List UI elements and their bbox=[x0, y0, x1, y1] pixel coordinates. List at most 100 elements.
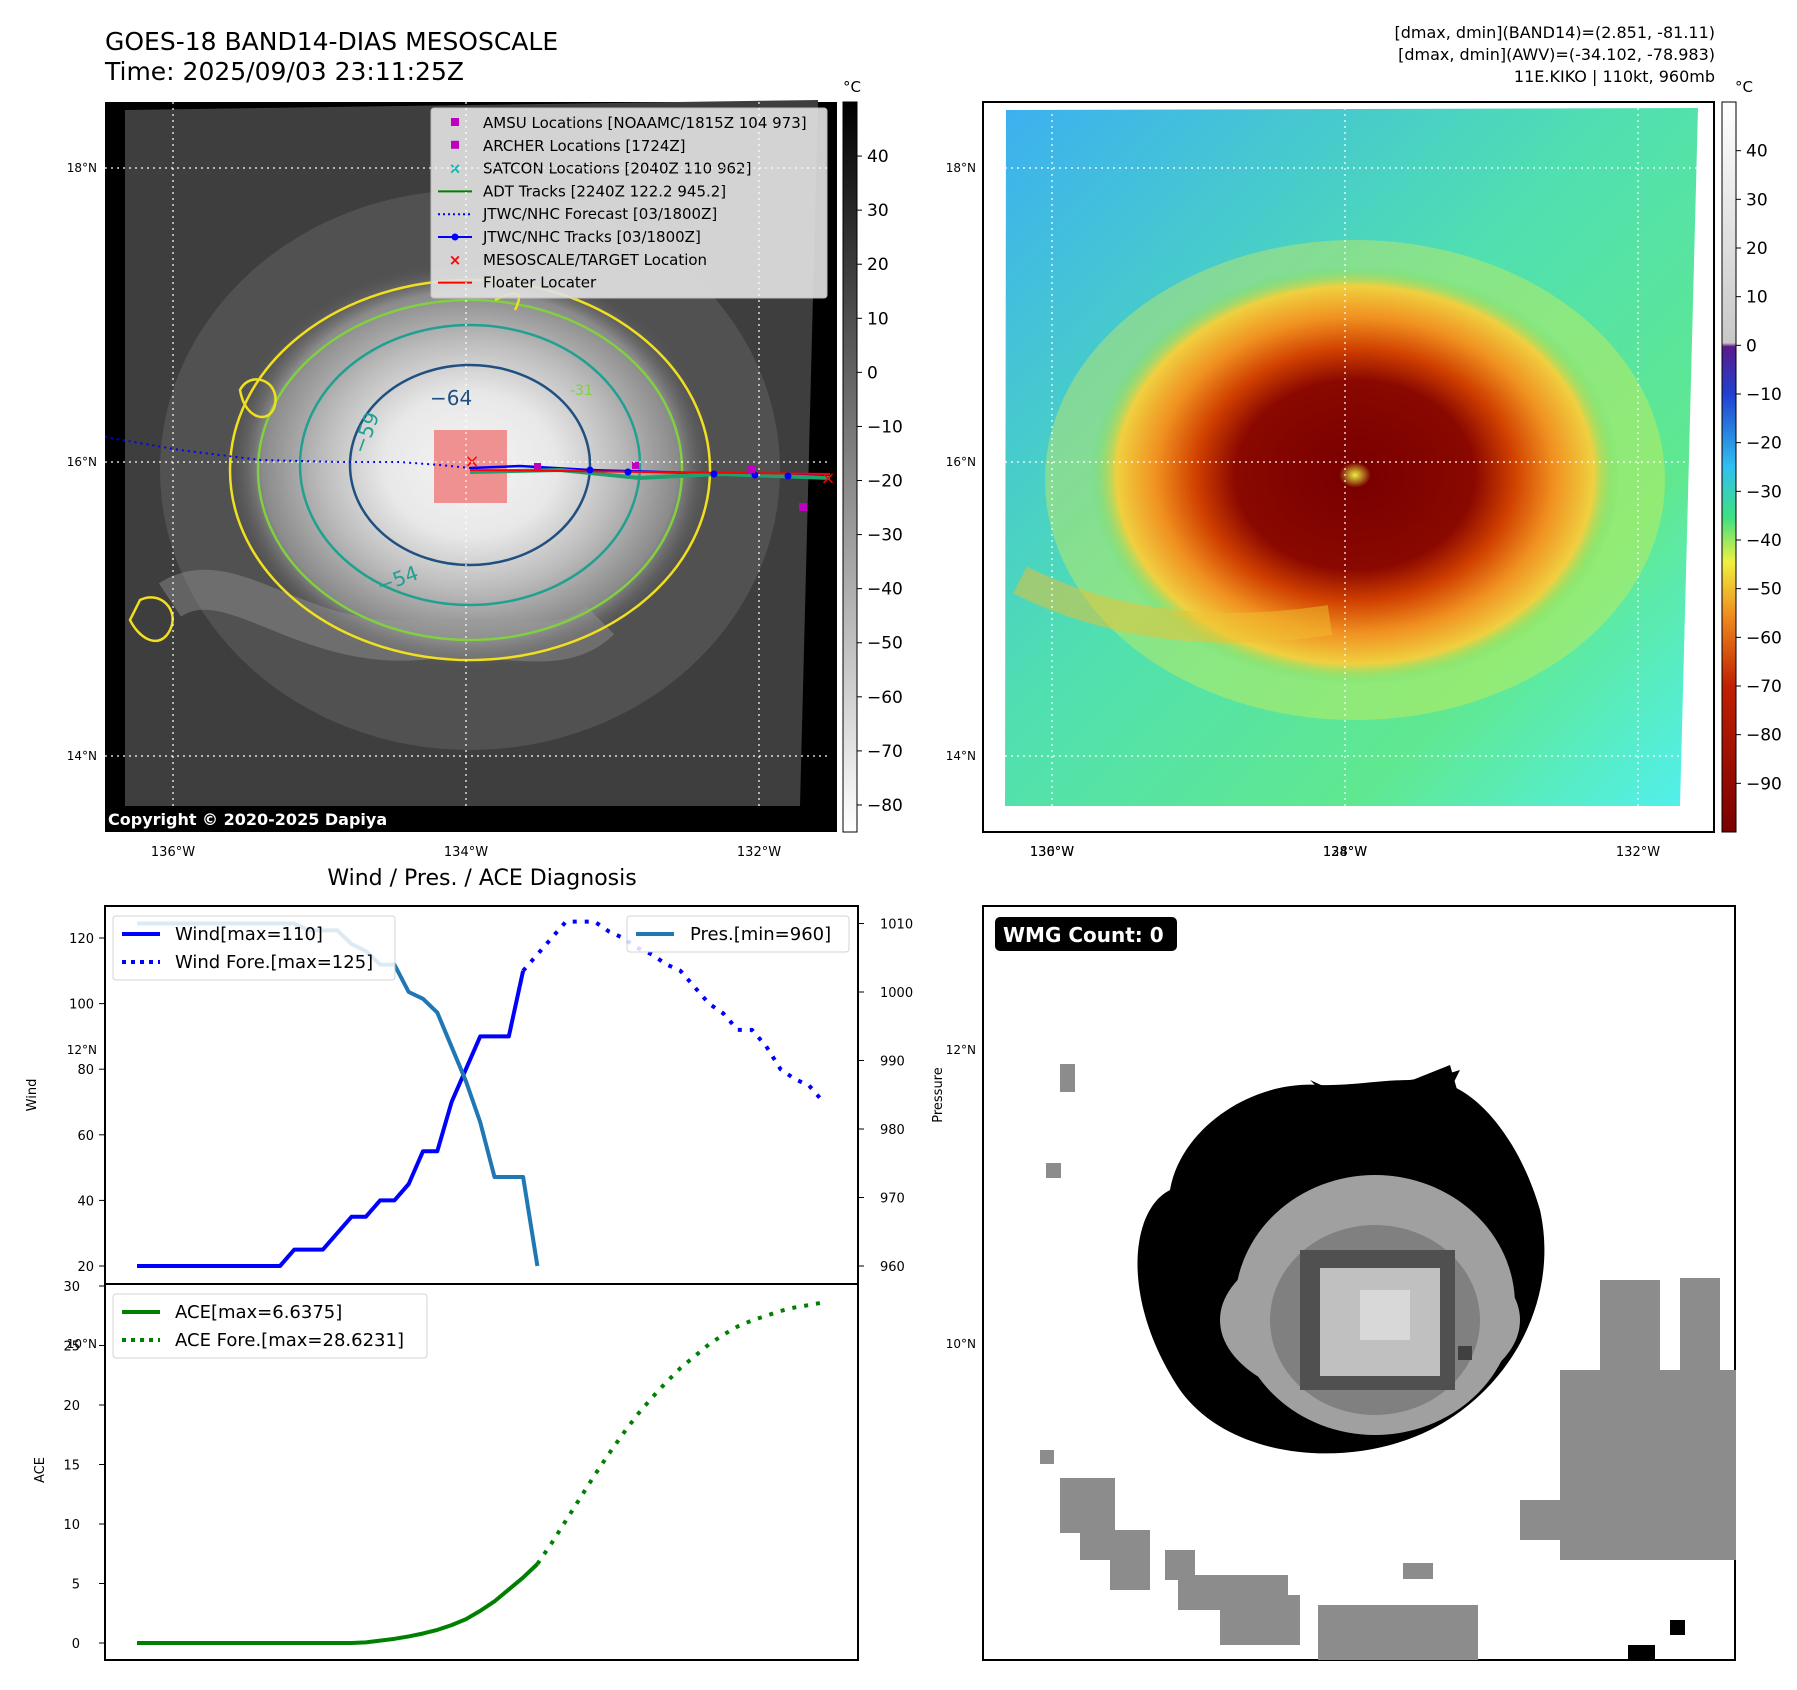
colorbar-tick-label: 20 bbox=[1746, 239, 1768, 259]
colorbar-tick-label: −10 bbox=[867, 417, 903, 437]
legend-label: ADT Tracks [2240Z 122.2 945.2] bbox=[483, 182, 726, 200]
legend-marker: × bbox=[449, 251, 462, 269]
best-track-point bbox=[751, 471, 759, 479]
legend-label: AMSU Locations [NOAAMC/1815Z 104 973] bbox=[483, 114, 807, 132]
lon-tick-label: 134°W bbox=[1323, 845, 1367, 860]
ir-colorbar-unit: °C bbox=[843, 78, 861, 96]
lon-tick-label: 132°W bbox=[1616, 845, 1660, 860]
colorbar-tick-label: 20 bbox=[867, 255, 889, 275]
colorbar-tick-label: −80 bbox=[867, 796, 903, 816]
wmg-patch bbox=[1110, 1560, 1150, 1590]
ace-legend: ACE[max=6.6375] ACE Fore.[max=28.6231] bbox=[112, 1293, 428, 1359]
colorbar-tick-label: 10 bbox=[1746, 288, 1768, 308]
contour-yellow-cell bbox=[128, 596, 174, 642]
ace-tick-label: 0 bbox=[72, 1637, 80, 1652]
colorbar-tick-label: −70 bbox=[1746, 677, 1782, 697]
colorbar-tick-label: −90 bbox=[1746, 774, 1782, 794]
colorbar-tick-label: −30 bbox=[1746, 482, 1782, 502]
legend-marker bbox=[451, 233, 459, 241]
colorbar-tick-label: −20 bbox=[1746, 434, 1782, 454]
legend-label: JTWC/NHC Tracks [03/1800Z] bbox=[482, 228, 701, 246]
ace-fore-legend-label: ACE Fore.[max=28.6231] bbox=[175, 1330, 404, 1351]
wind-line bbox=[137, 970, 526, 1268]
colorbar-tick-label: 40 bbox=[1746, 142, 1768, 162]
legend-marker bbox=[451, 118, 459, 126]
wind-forecast-line bbox=[521, 919, 825, 1104]
awv-lat-ticks: 18°N 16°N 14°N 12°N 10°N bbox=[946, 161, 976, 1351]
colorbar-tick-label: −50 bbox=[1746, 580, 1782, 600]
lat-tick-label: 12°N bbox=[946, 1043, 976, 1057]
lon-tick-label: 130°W bbox=[1030, 845, 1074, 860]
awv-colorbar-unit: °C bbox=[1735, 78, 1753, 96]
lon-tick-label: 128°W bbox=[1323, 845, 1367, 860]
info-storm: 11E.KIKO | 110kt, 960mb bbox=[1514, 67, 1715, 86]
copyright-text: Copyright © 2020-2025 Dapiya bbox=[108, 810, 387, 829]
legend-label: ARCHER Locations [1724Z] bbox=[483, 137, 686, 155]
wmg-badge bbox=[995, 917, 1177, 951]
ir-colorbar bbox=[842, 101, 858, 833]
ace-tick-label: 15 bbox=[63, 1459, 80, 1474]
lon-tick-label: 134°W bbox=[444, 845, 488, 860]
colorbar-tick-label: −50 bbox=[867, 634, 903, 654]
lon-tick-label: 136°W bbox=[1030, 845, 1074, 860]
lat-tick-label: 12°N bbox=[67, 1043, 97, 1057]
wind-ylabel: Wind bbox=[25, 1079, 40, 1112]
wmg-gray-patches bbox=[1040, 1064, 1736, 1660]
pressure-tick-label: 970 bbox=[880, 1192, 905, 1207]
wmg-patch bbox=[1080, 1530, 1150, 1560]
legend-box bbox=[430, 107, 828, 299]
ace-tick-label: 25 bbox=[63, 1340, 80, 1355]
pressure-tick-label: 980 bbox=[880, 1123, 905, 1138]
awv-lon-ticks: 136°W 134°W 132°W 130°W 128°W bbox=[1030, 845, 1660, 860]
legend-marker: × bbox=[449, 160, 462, 178]
pres-legend: Pres.[min=960] bbox=[626, 915, 850, 953]
lat-tick-label: 14°N bbox=[67, 749, 97, 763]
wind-tick-label: 40 bbox=[77, 1194, 94, 1209]
ir-rainband bbox=[158, 569, 615, 662]
best-track-points bbox=[586, 466, 792, 480]
best-track-point bbox=[624, 468, 632, 476]
header: GOES-18 BAND14-DIAS MESOSCALE Time: 2025… bbox=[104, 23, 1715, 86]
colorbar-tick-label: −60 bbox=[867, 688, 903, 708]
awv-panel: °C 403020100−10−20−30−40−50−60−70−80−90 … bbox=[946, 78, 1782, 1351]
figure-title: GOES-18 BAND14-DIAS MESOSCALE bbox=[105, 27, 558, 56]
wmg-patch bbox=[1520, 1500, 1580, 1540]
colorbar-tick-label: −30 bbox=[867, 526, 903, 546]
colorbar-tick-label: 0 bbox=[1746, 336, 1757, 356]
colorbar-tick-label: −40 bbox=[867, 580, 903, 600]
wmg-patch bbox=[1220, 1595, 1300, 1645]
ir-lon-ticks: 136°W 134°W 132°W 130°W 128°W bbox=[151, 845, 1367, 860]
ace-legend-box bbox=[112, 1293, 428, 1359]
wmg-badge-text: WMG Count: 0 bbox=[1003, 923, 1164, 947]
awv-colorbar bbox=[1721, 101, 1737, 833]
pressure-tick-label: 960 bbox=[880, 1260, 905, 1275]
lon-tick-label: 132°W bbox=[737, 845, 781, 860]
legend-marker bbox=[451, 140, 459, 149]
wmg-patch bbox=[1560, 1370, 1736, 1560]
legend-label: Floater Locater bbox=[483, 274, 597, 292]
ace-ylabel: ACE bbox=[33, 1457, 48, 1483]
ace-axis-ticks: 30 25 20 15 10 5 0 bbox=[63, 1280, 105, 1652]
colorbar-tick-label: 10 bbox=[867, 309, 889, 329]
wmg-patch bbox=[1040, 1450, 1054, 1464]
lat-tick-label: 10°N bbox=[946, 1337, 976, 1351]
contour-label: -31 bbox=[570, 383, 593, 399]
wmg-black-dot bbox=[1188, 1306, 1202, 1320]
wind-legend-label: Wind[max=110] bbox=[175, 924, 323, 945]
amsu-point bbox=[632, 462, 639, 469]
figure-time: Time: 2025/09/03 23:11:25Z bbox=[104, 57, 464, 86]
wind-legend-box bbox=[112, 915, 396, 981]
wmg-patch bbox=[1060, 1064, 1075, 1092]
contour-blue bbox=[348, 363, 592, 567]
wmg-black-dot bbox=[1140, 1265, 1154, 1279]
wmg-patch bbox=[1060, 1478, 1115, 1533]
colorbar-tick-label: 40 bbox=[867, 147, 889, 167]
wmg-black-dot bbox=[1670, 1620, 1685, 1635]
wmg-dark-dot bbox=[1458, 1346, 1472, 1360]
lat-tick-label: 18°N bbox=[67, 161, 97, 175]
wmg-patch bbox=[1403, 1563, 1433, 1579]
forecast-track bbox=[104, 436, 471, 469]
awv-colorbar-ticks: 40 30 20 10 0 −10 −20 −30 −40 −50 −60 −70 −80 −90 bbox=[1736, 142, 1782, 794]
wmg-patch bbox=[1318, 1605, 1478, 1660]
wind-tick-label: 80 bbox=[77, 1063, 94, 1078]
